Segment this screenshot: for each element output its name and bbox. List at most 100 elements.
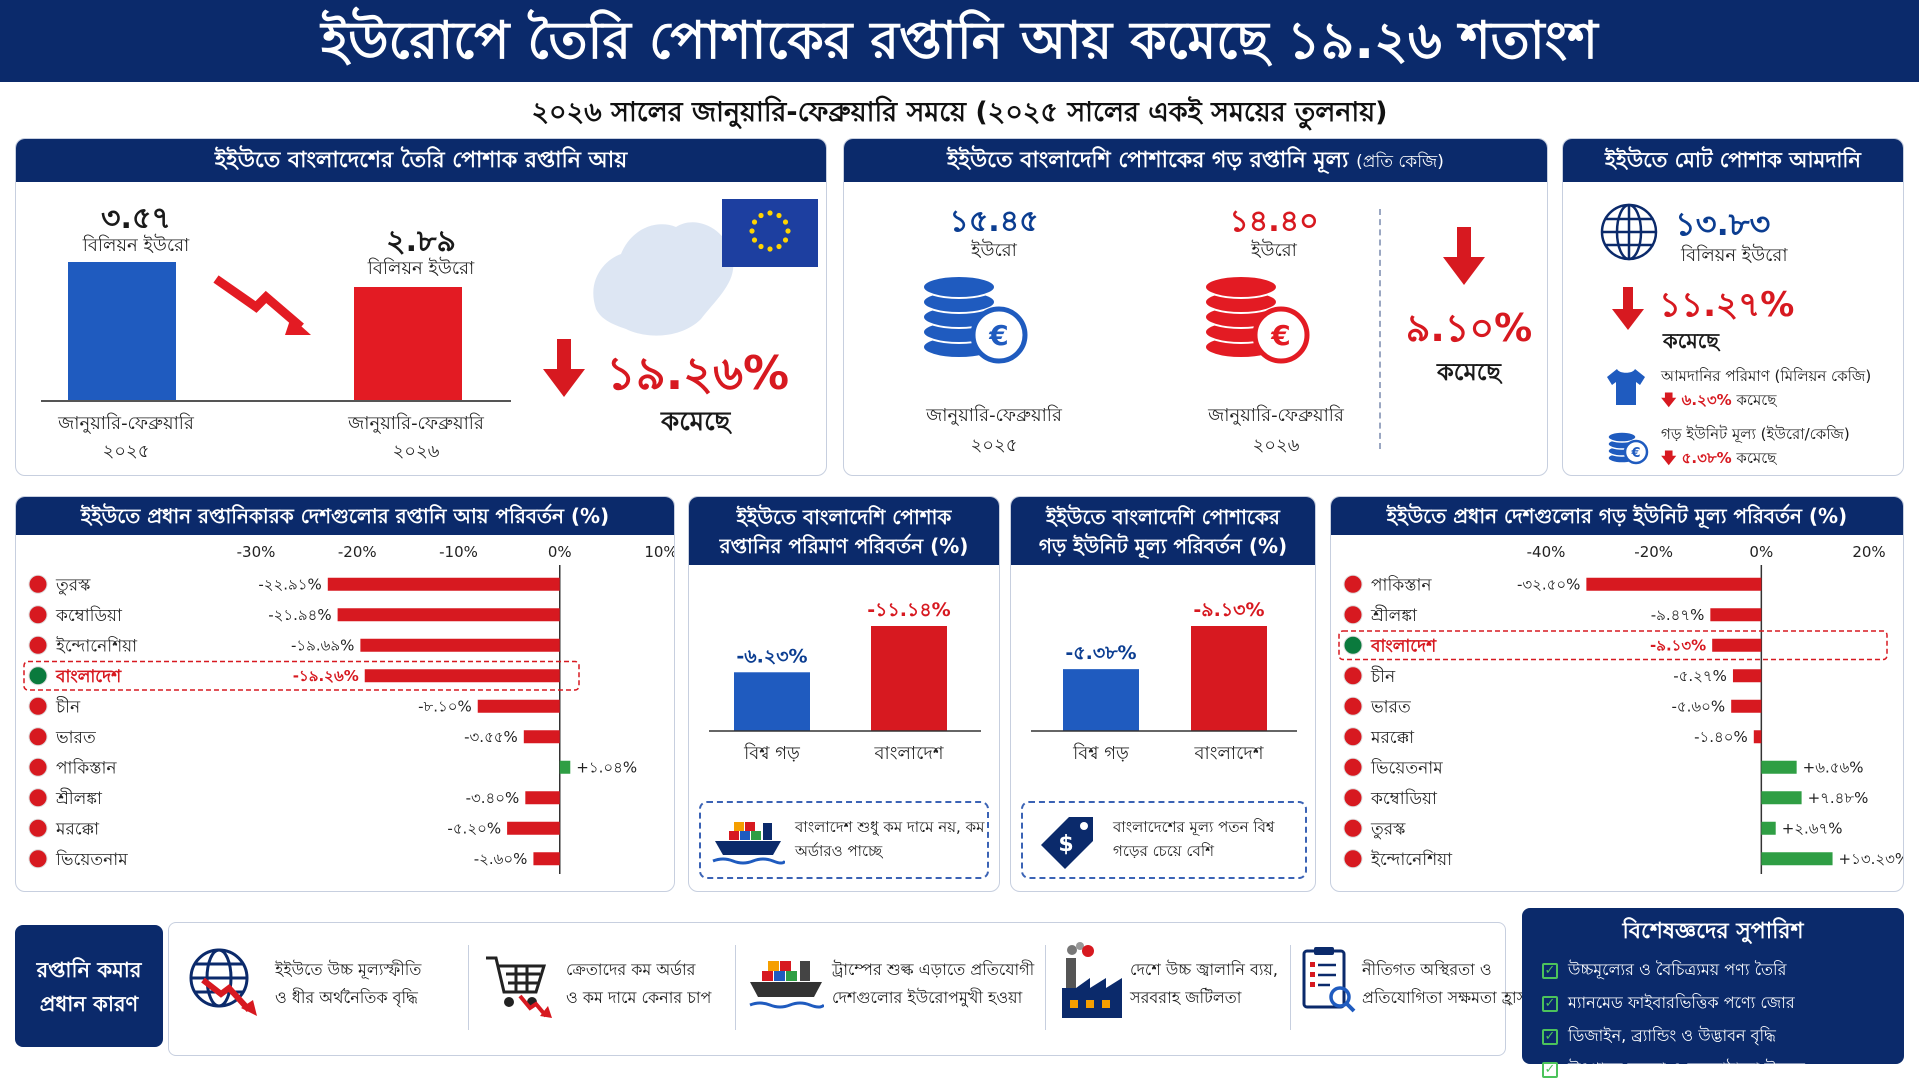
- data-label: -৫.৩৮%: [1065, 642, 1136, 664]
- recommendation-item: ✓ উৎপাদন দক্ষতা ও অবকাঠামো উন্নয়ন: [1542, 1056, 1884, 1083]
- data-label: -৫.২০%: [447, 819, 501, 837]
- country-label: ইন্দোনেশিয়া: [1370, 849, 1453, 870]
- cause-divider: [1045, 945, 1046, 1030]
- data-label: -২২.৯১%: [258, 575, 321, 593]
- data-label: +১.০৪%: [576, 758, 637, 776]
- price-2025-period: জানুয়ারি-ফেব্রুয়ারি: [926, 405, 1062, 426]
- data-bar: [1710, 608, 1762, 622]
- category-label: বিশ্ব গড়: [743, 743, 801, 764]
- axis-tick-label: -30%: [237, 543, 276, 561]
- category-label: বাংলাদেশ: [874, 743, 944, 764]
- recommendation-item: ✓ ম্যানমেড ফাইবারভিত্তিক পণ্যে জোর: [1542, 990, 1884, 1017]
- panel-volume-change: ইইউতে বাংলাদেশি পোশাক রপ্তানির পরিমাণ পরি…: [688, 496, 1000, 892]
- country-flag-icon: [28, 727, 48, 747]
- axis-tick-label: -20%: [1634, 543, 1673, 561]
- country-flag-icon: [1343, 574, 1363, 594]
- data-bar: [559, 760, 571, 774]
- price-note-box: $ বাংলাদেশের মূল্য পতন বিশ্ব গড়ের চেয়ে…: [1021, 801, 1307, 879]
- country-label: কম্বোডিয়া: [1370, 788, 1438, 809]
- cause-5-text: নীতিগত অস্থিরতা ও প্রতিযোগিতা সক্ষমতা হ্র…: [1362, 960, 1528, 1007]
- svg-text:$: $: [1058, 832, 1073, 857]
- data-label: -১৯.২৬%: [293, 667, 359, 685]
- globe-icon: [1600, 203, 1658, 261]
- axis-tick-label: -10%: [439, 543, 478, 561]
- cause-4-text: দেশে উচ্চ জ্বালানি ব্যয়, সরবরাহ জটিলতা: [1130, 960, 1279, 1007]
- country-label: তুরস্ক: [1370, 819, 1406, 839]
- country-label: পাকিস্তান: [1371, 574, 1432, 595]
- coin-stack-red-icon: €: [1204, 275, 1310, 364]
- export-change-label: কমেছে: [661, 407, 731, 437]
- country-flag-icon: [1343, 757, 1363, 777]
- country-flag-icon: [28, 696, 48, 716]
- country-export-change-chart: -30% -20% -10% 0% 10% তুরস্ক -২২.৯১% কম্বোডিয়া…: [23, 543, 675, 874]
- cause-divider: [735, 945, 736, 1030]
- bar2-year: ২০২৬: [392, 441, 440, 462]
- data-label: -২.৬০%: [474, 850, 528, 868]
- country-label: ভারত: [55, 728, 96, 748]
- data-bar: [1586, 577, 1762, 591]
- country-label: তুরস্ক: [55, 575, 91, 595]
- category-label: বাংলাদেশ: [1194, 743, 1264, 764]
- country-label: ভিয়েতনাম: [1370, 757, 1443, 778]
- highlight-row-box: [23, 660, 580, 691]
- cause-1-text: ইইউতে উচ্চ মূল্যস্ফীতি ও ধীর অর্থনৈতিক বৃ…: [275, 960, 422, 1007]
- checkbox-icon: ✓: [1542, 1061, 1558, 1078]
- country-label: ইন্দোনেশিয়া: [55, 635, 138, 656]
- down-arrow-icon: [1612, 287, 1644, 330]
- country-label: শ্রীলঙ্কা: [1370, 605, 1418, 626]
- country-label: কম্বোডিয়া: [55, 605, 123, 626]
- country-label: বাংলাদেশ: [1370, 636, 1437, 656]
- data-label: +৬.৫৬%: [1803, 758, 1864, 776]
- country-unit-price-chart: -40% -20% 0% 20% পাকিস্তান -৩২.৫০% শ্রীলঙ্কা -৯…: [1338, 543, 1903, 874]
- data-bar: [1063, 669, 1139, 731]
- coin-stack-blue-icon: €: [922, 275, 1028, 364]
- country-label: পাকিস্তান: [56, 757, 117, 778]
- trend-arrow-icon: [213, 275, 311, 335]
- country-flag-icon: [1343, 788, 1363, 808]
- globe-decline-icon: [189, 948, 257, 1016]
- checkbox-icon: ✓: [1542, 1028, 1558, 1045]
- axis-tick-label: -40%: [1527, 543, 1566, 561]
- data-label: -৩২.৫০%: [1517, 575, 1580, 593]
- unit-price-label: গড় ইউনিট মূল্য (ইউরো/কেজি): [1661, 425, 1850, 443]
- country-label: বাংলাদেশ: [55, 667, 122, 687]
- recommendations-title: বিশেষজ্ঞদের সুপারিশ: [1622, 919, 1804, 944]
- data-bar: [360, 638, 560, 652]
- country-label: মরক্কো: [1370, 728, 1415, 748]
- panel-total-imports-heading: ইইউতে মোট পোশাক আমদানি: [1563, 139, 1903, 182]
- imports-value: ১৩.৮৩: [1675, 205, 1771, 243]
- data-bar: [871, 626, 947, 731]
- data-bar: [1761, 821, 1776, 835]
- panel-avg-price: ইইউতে বাংলাদেশি পোশাকের গড় রপ্তানি মূল্…: [843, 138, 1548, 476]
- panel-export-earnings: ইইউতে বাংলাদেশের তৈরি পোশাক রপ্তানি আয় …: [15, 138, 827, 476]
- axis-tick-label: 20%: [1852, 543, 1885, 561]
- data-label: -৯.১৩%: [1193, 599, 1264, 621]
- axis-tick-label: 10%: [644, 543, 675, 561]
- price-change-percent: ৯.১০%: [1405, 306, 1533, 350]
- svg-text:€: €: [988, 319, 1008, 352]
- country-flag-icon: [1343, 849, 1363, 869]
- panel-country-export-change-heading: ইইউতে প্রধান রপ্তানিকারক দেশগুলোর রপ্তান…: [16, 497, 674, 535]
- svg-text:€: €: [1630, 446, 1640, 461]
- cause-divider: [1290, 945, 1291, 1030]
- data-bar: [1731, 699, 1762, 713]
- panel-export-earnings-heading: ইইউতে বাংলাদেশের তৈরি পোশাক রপ্তানি আয়: [16, 139, 826, 182]
- data-label: +৭.৪৮%: [1808, 789, 1869, 807]
- data-bar: [327, 577, 560, 591]
- data-label: -৬.২৩%: [736, 645, 807, 667]
- imports-change-percent: ১১.২৭%: [1659, 285, 1795, 325]
- country-flag-icon: [28, 574, 48, 594]
- bar2-2026: [354, 287, 462, 400]
- country-flag-icon: [28, 818, 48, 838]
- axis-tick-label: 0%: [548, 543, 572, 561]
- volume-note-box: বাংলাদেশ শুধু কম দামে নয়, কম অর্ডারও পা…: [699, 801, 989, 879]
- cause-divider: [468, 945, 469, 1030]
- data-label: -১.৪০%: [1694, 728, 1748, 746]
- country-flag-icon: [1343, 818, 1363, 838]
- country-label: চীন: [55, 696, 81, 717]
- coin-euro-icon: €: [1607, 431, 1649, 465]
- data-bar: [1191, 626, 1267, 731]
- panel-country-export-change: ইইউতে প্রধান রপ্তানিকারক দেশগুলোর রপ্তান…: [15, 496, 675, 892]
- bar2-unit: বিলিয়ন ইউরো: [367, 258, 475, 279]
- data-bar: [364, 669, 560, 683]
